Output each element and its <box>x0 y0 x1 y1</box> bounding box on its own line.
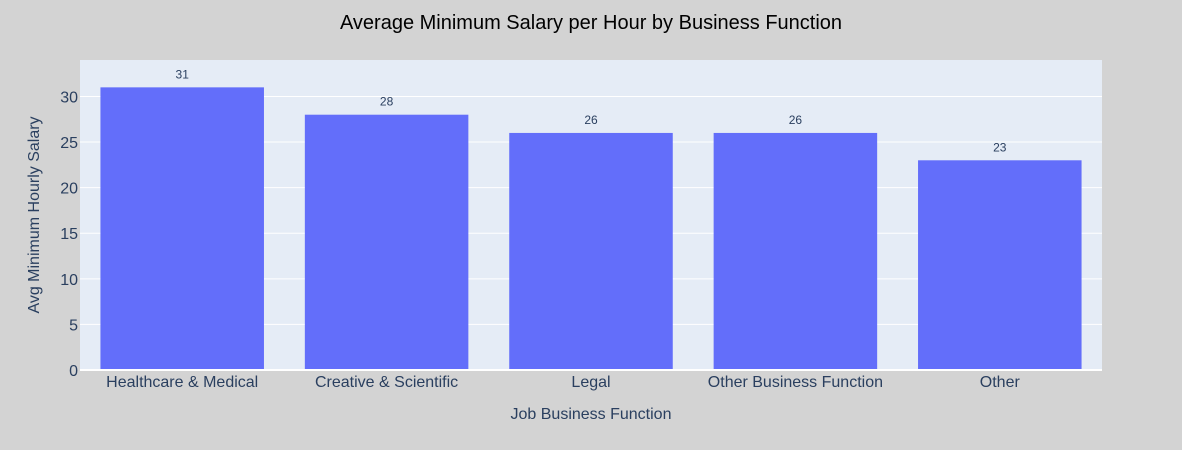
y-tick-label: 15 <box>60 226 78 243</box>
x-tick-label: Creative & Scientific <box>315 374 458 391</box>
bars <box>100 87 1082 371</box>
bar-data-label: 26 <box>584 113 598 127</box>
bar <box>304 114 469 371</box>
y-axis-ticks: 0 5 10 15 20 25 30 <box>60 89 78 380</box>
x-axis-ticks: Healthcare & Medical Creative & Scientifi… <box>106 374 1020 391</box>
x-tick-label: Other <box>980 374 1021 391</box>
y-tick-label: 20 <box>60 181 78 198</box>
bar-data-label: 23 <box>993 140 1007 154</box>
y-tick-label: 5 <box>69 317 78 334</box>
y-tick-label: 10 <box>60 272 78 289</box>
y-tick-label: 0 <box>69 363 78 380</box>
bar <box>509 132 673 370</box>
bar-data-label: 28 <box>380 95 394 109</box>
y-tick-label: 30 <box>60 89 78 106</box>
bar <box>918 160 1082 370</box>
y-tick-label: 25 <box>60 135 78 152</box>
bar <box>713 132 878 370</box>
x-tick-label: Healthcare & Medical <box>106 374 258 391</box>
bar-data-labels: 31 28 26 26 23 <box>176 67 1007 154</box>
bar <box>100 87 264 371</box>
x-tick-label: Other Business Function <box>708 374 883 391</box>
bar-data-label: 31 <box>176 67 190 81</box>
bar-data-label: 26 <box>789 113 803 127</box>
x-tick-label: Legal <box>571 374 610 391</box>
chart-title: Average Minimum Salary per Hour by Busin… <box>340 12 842 34</box>
x-axis-title: Job Business Function <box>511 406 672 423</box>
y-axis-title: Avg Minimum Hourly Salary <box>26 116 43 313</box>
